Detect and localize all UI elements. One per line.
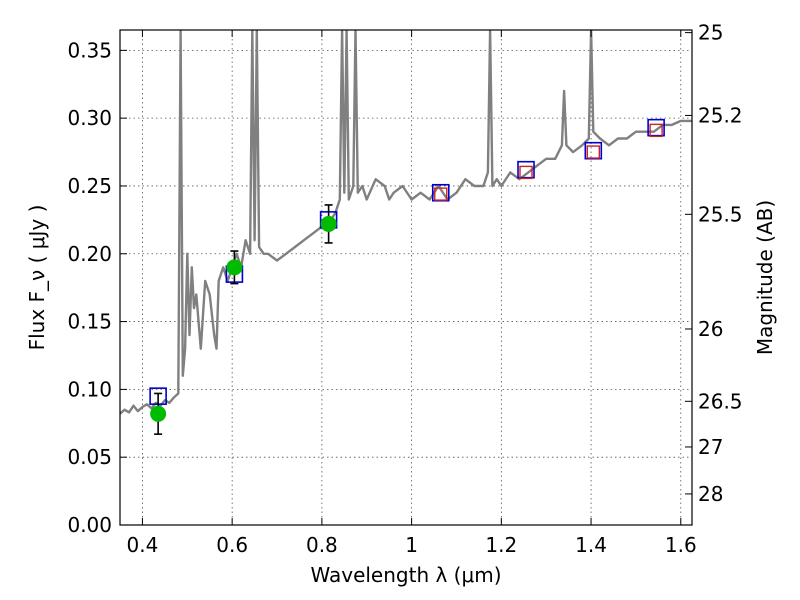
model-ir-point — [519, 165, 533, 180]
y-tick-label: 0.15 — [67, 310, 112, 334]
spectrum-layer — [120, 30, 692, 415]
y2-tick-label: 25 — [698, 21, 723, 45]
observed-point — [320, 215, 337, 232]
y-tick-label: 0.25 — [67, 174, 112, 198]
model-ir-point — [434, 187, 448, 201]
x-tick-label: 1.4 — [575, 533, 607, 557]
x-axis-label: Wavelength λ (μm) — [310, 563, 501, 587]
x-tick-label: 1.6 — [665, 533, 697, 557]
y2-tick-label: 25.5 — [698, 202, 743, 226]
y2-tick-label: 26.5 — [698, 389, 743, 413]
y-axis-label: Flux F_ν ( μJy ) — [25, 205, 49, 351]
grid — [120, 30, 692, 525]
x-tick-label: 0.8 — [306, 533, 338, 557]
y-tick-label: 0.10 — [67, 377, 112, 401]
y2-tick-label: 27 — [698, 435, 723, 459]
y-tick-label: 0.20 — [67, 242, 112, 266]
x-tick-label: 0.4 — [127, 533, 159, 557]
y2-tick-label: 25.2 — [698, 103, 743, 127]
model-ir-point — [586, 145, 601, 159]
plot-frame — [119, 29, 693, 526]
observed-point — [150, 405, 167, 422]
x-tick-label: 1 — [405, 533, 418, 557]
marker-layer — [149, 118, 665, 435]
model-band-point — [517, 160, 535, 179]
spectrum-line — [120, 30, 692, 415]
y2-tick-label: 26 — [698, 317, 723, 341]
model-band-point — [647, 118, 665, 137]
y-tick-label: 0.00 — [67, 513, 112, 537]
y2-axis-label: Magnitude (AB) — [753, 200, 777, 355]
y-tick-label: 0.30 — [67, 106, 112, 130]
x-tick-label: 0.6 — [216, 533, 248, 557]
x-tick-label: 1.2 — [485, 533, 517, 557]
y-tick-label: 0.35 — [67, 38, 112, 62]
observed-point — [226, 259, 243, 276]
ticks: 0.4 0.6 0.8 1 1.2 1.4 1.6 0.00 0.05 0.10 0.15 0.20 0… — [67, 21, 742, 557]
y2-tick-label: 28 — [698, 482, 723, 506]
y-tick-label: 0.05 — [67, 445, 112, 469]
model-ir-point — [649, 123, 663, 138]
